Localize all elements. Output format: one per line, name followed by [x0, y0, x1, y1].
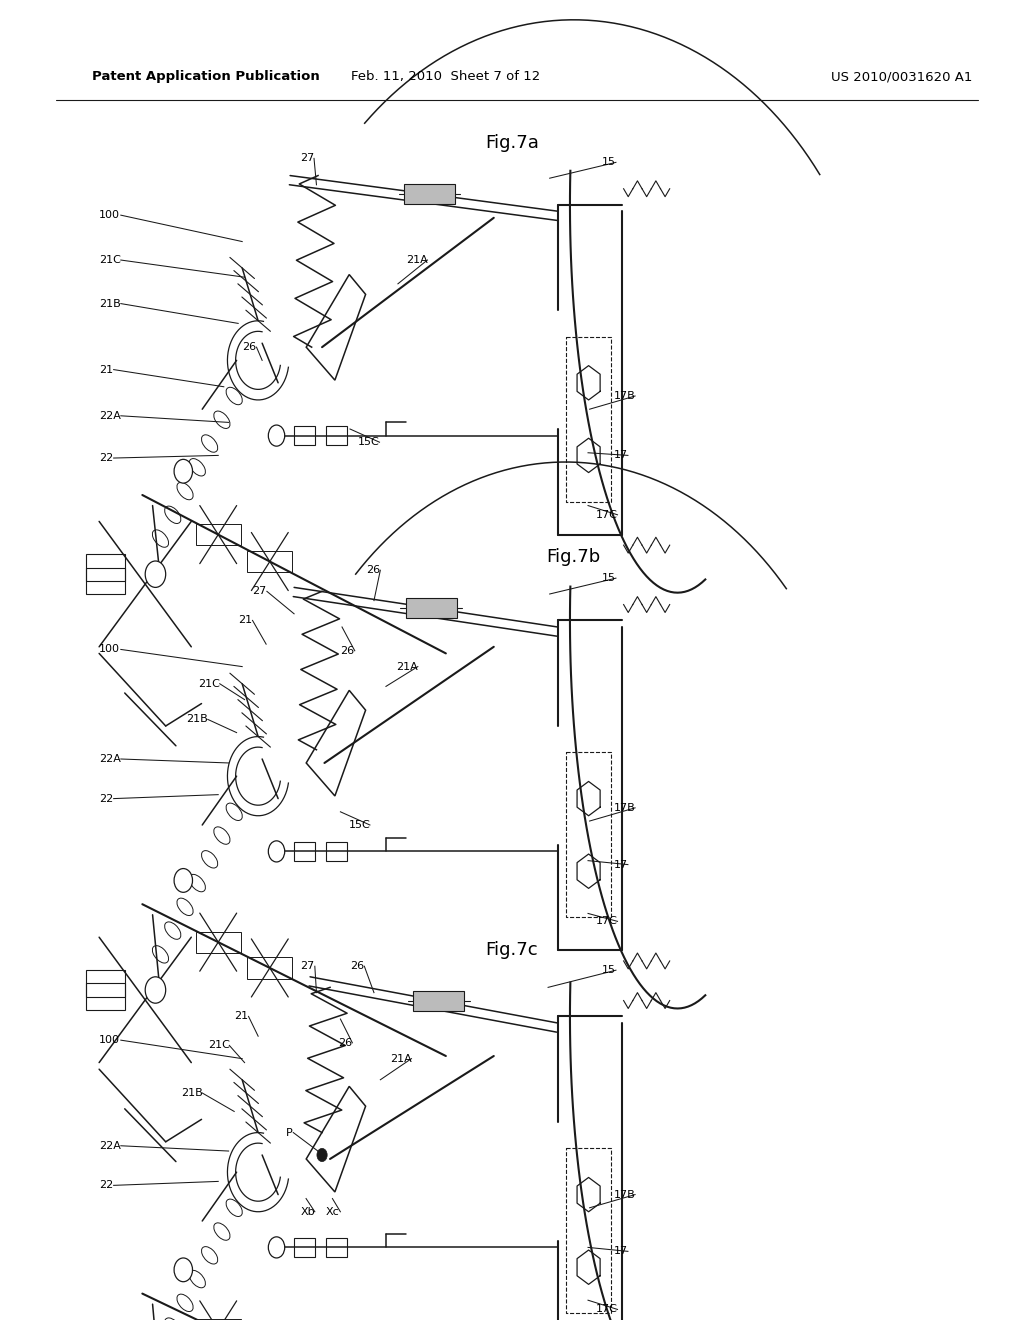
- Text: 17B: 17B: [613, 391, 635, 401]
- Text: 15C: 15C: [348, 820, 370, 830]
- Circle shape: [317, 1148, 328, 1162]
- Text: 22A: 22A: [99, 754, 121, 764]
- Circle shape: [268, 841, 285, 862]
- Text: Xc: Xc: [326, 1206, 340, 1217]
- Text: 22A: 22A: [99, 1140, 121, 1151]
- Text: 21A: 21A: [406, 255, 428, 265]
- Text: 21B: 21B: [186, 714, 208, 725]
- Text: Xb: Xb: [300, 1206, 315, 1217]
- Text: 21: 21: [234, 1011, 248, 1022]
- Circle shape: [174, 1258, 193, 1282]
- Text: 17C: 17C: [596, 916, 617, 927]
- Text: 22: 22: [99, 1180, 114, 1191]
- Text: 21: 21: [239, 615, 252, 626]
- Text: 17: 17: [613, 450, 628, 461]
- Text: US 2010/0031620 A1: US 2010/0031620 A1: [831, 70, 973, 83]
- Text: 21B: 21B: [180, 1088, 203, 1098]
- Text: 21A: 21A: [396, 661, 418, 672]
- Text: 17B: 17B: [613, 1189, 635, 1200]
- Text: 21A: 21A: [390, 1053, 412, 1064]
- Circle shape: [268, 1237, 285, 1258]
- Polygon shape: [406, 598, 457, 618]
- Text: 26: 26: [242, 342, 256, 352]
- Text: 22: 22: [99, 793, 114, 804]
- Circle shape: [145, 977, 166, 1003]
- Text: 15: 15: [602, 573, 615, 583]
- Text: 21C: 21C: [199, 678, 220, 689]
- Text: 26: 26: [338, 1038, 352, 1048]
- Text: 21C: 21C: [99, 255, 121, 265]
- Text: 27: 27: [300, 153, 314, 164]
- Text: 26: 26: [366, 565, 380, 576]
- Text: 17: 17: [613, 1246, 628, 1257]
- Text: P: P: [286, 1127, 293, 1138]
- Text: 17: 17: [613, 859, 628, 870]
- Text: 17C: 17C: [596, 1304, 617, 1315]
- Text: Fig.7a: Fig.7a: [485, 133, 539, 152]
- Text: 26: 26: [340, 645, 354, 656]
- Text: 21: 21: [99, 364, 114, 375]
- Circle shape: [268, 425, 285, 446]
- Polygon shape: [403, 185, 455, 205]
- Text: 100: 100: [99, 1035, 121, 1045]
- Text: 22A: 22A: [99, 411, 121, 421]
- Text: Fig.7b: Fig.7b: [547, 548, 600, 566]
- Text: 26: 26: [350, 961, 365, 972]
- Text: 21C: 21C: [208, 1040, 229, 1051]
- Text: 17C: 17C: [596, 510, 617, 520]
- Text: 15C: 15C: [358, 437, 380, 447]
- Text: Fig.7c: Fig.7c: [485, 941, 539, 960]
- Text: 27: 27: [253, 586, 267, 597]
- Text: 17B: 17B: [613, 803, 635, 813]
- Text: 27: 27: [300, 961, 314, 972]
- Circle shape: [145, 561, 166, 587]
- Text: 22: 22: [99, 453, 114, 463]
- Text: 15: 15: [602, 157, 615, 168]
- Text: 21B: 21B: [99, 298, 121, 309]
- Text: 100: 100: [99, 210, 121, 220]
- Text: Patent Application Publication: Patent Application Publication: [92, 70, 319, 83]
- Polygon shape: [414, 991, 465, 1011]
- Circle shape: [174, 459, 193, 483]
- Circle shape: [174, 869, 193, 892]
- Text: 15: 15: [602, 965, 615, 975]
- Text: Feb. 11, 2010  Sheet 7 of 12: Feb. 11, 2010 Sheet 7 of 12: [351, 70, 540, 83]
- Text: 100: 100: [99, 644, 121, 655]
